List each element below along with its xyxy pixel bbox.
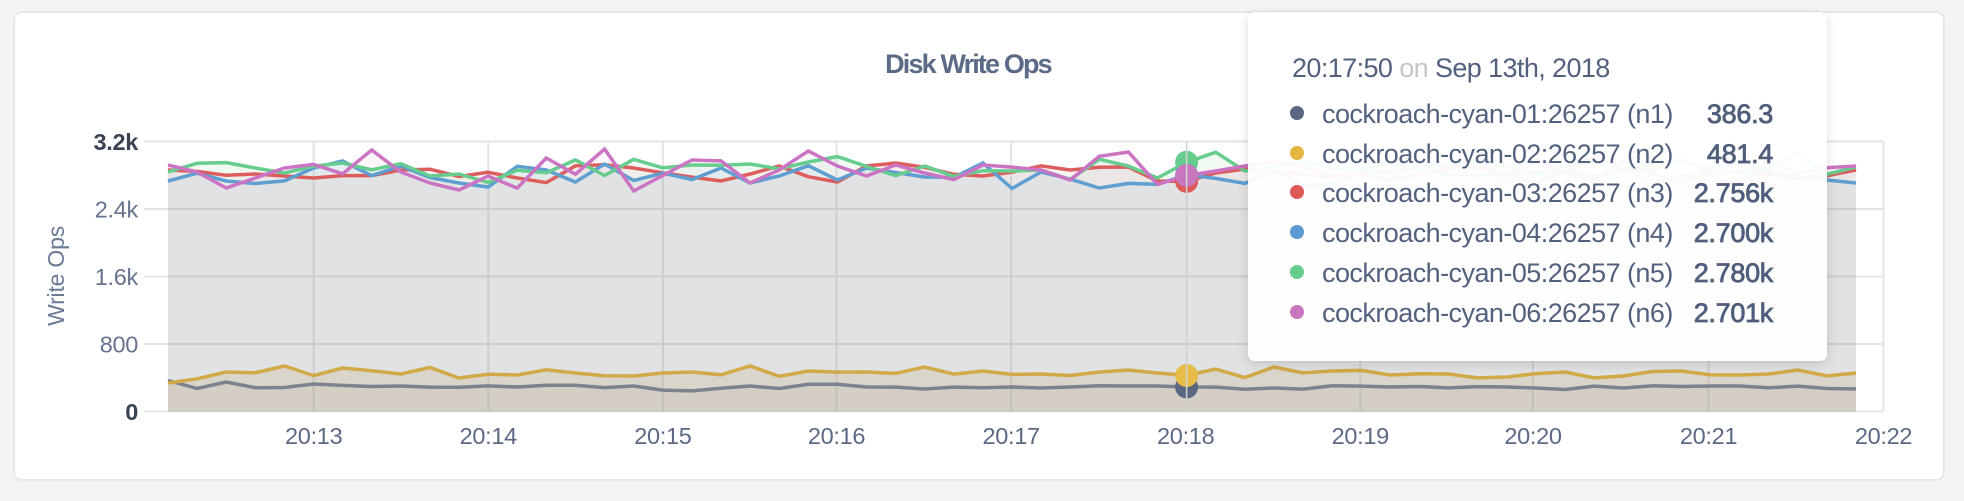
svg-text:20:14: 20:14 bbox=[460, 423, 518, 449]
svg-text:20:16: 20:16 bbox=[808, 423, 866, 449]
svg-text:20:20: 20:20 bbox=[1504, 423, 1562, 449]
svg-text:3.2k: 3.2k bbox=[93, 129, 139, 155]
svg-text:2.4k: 2.4k bbox=[95, 197, 139, 223]
svg-text:20:21: 20:21 bbox=[1680, 423, 1737, 449]
svg-text:1.6k: 1.6k bbox=[95, 264, 139, 290]
svg-text:0: 0 bbox=[125, 399, 138, 425]
svg-text:20:22: 20:22 bbox=[1855, 423, 1912, 449]
svg-text:20:19: 20:19 bbox=[1332, 423, 1389, 449]
svg-text:Disk Write Ops: Disk Write Ops bbox=[885, 49, 1051, 79]
svg-text:20:17: 20:17 bbox=[982, 423, 1039, 449]
svg-text:Write Ops: Write Ops bbox=[43, 226, 69, 326]
svg-text:20:18: 20:18 bbox=[1157, 423, 1215, 449]
svg-text:20:15: 20:15 bbox=[634, 423, 692, 449]
svg-text:20:13: 20:13 bbox=[285, 423, 343, 449]
svg-text:800: 800 bbox=[100, 332, 139, 358]
